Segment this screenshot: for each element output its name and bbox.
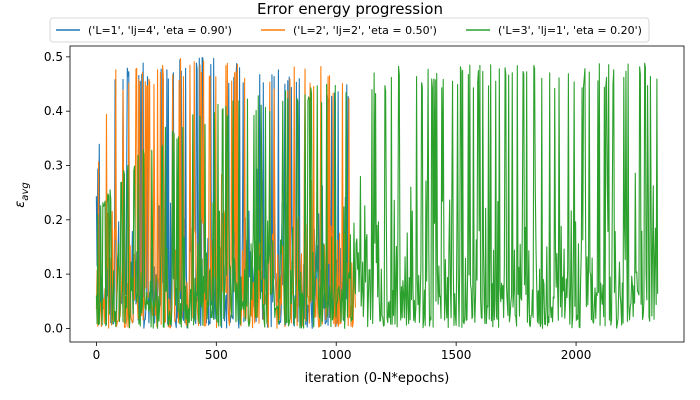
y-axis: 0.0 0.1 0.2 0.3 0.4 0.5 (44, 50, 70, 335)
chart-title: Error energy progression (257, 0, 443, 18)
x-tick-label: 1000 (321, 348, 352, 362)
x-axis-label: iteration (0-N*epochs) (305, 371, 450, 386)
x-tick-label: 2000 (561, 348, 592, 362)
plot-frame (69, 45, 685, 343)
y-tick-label: 0.5 (44, 50, 63, 64)
legend-box (49, 17, 650, 43)
y-tick-label: 0.1 (44, 267, 63, 281)
x-tick-label: 500 (205, 348, 228, 362)
y-tick-label: 0.0 (44, 321, 63, 335)
legend-label-1: ('L=1', 'lj=4', 'eta = 0.90') (88, 24, 232, 37)
series-layer (95, 57, 659, 329)
x-axis: 0 500 1000 1500 2000 (93, 342, 592, 362)
legend: ('L=1', 'lj=4', 'eta = 0.90') ('L=2', 'lj… (49, 17, 650, 43)
y-tick-label: 0.4 (44, 104, 63, 118)
legend-label-2: ('L=2', 'lj=2', 'eta = 0.50') (293, 24, 437, 37)
x-tick-label: 0 (93, 348, 101, 362)
x-tick-label: 1500 (441, 348, 472, 362)
y-tick-label: 0.2 (44, 213, 63, 227)
y-tick-label: 0.3 (44, 158, 63, 172)
legend-label-3: ('L=3', 'lj=1', 'eta = 0.20') (498, 24, 642, 37)
series-line-3 (95, 62, 659, 329)
